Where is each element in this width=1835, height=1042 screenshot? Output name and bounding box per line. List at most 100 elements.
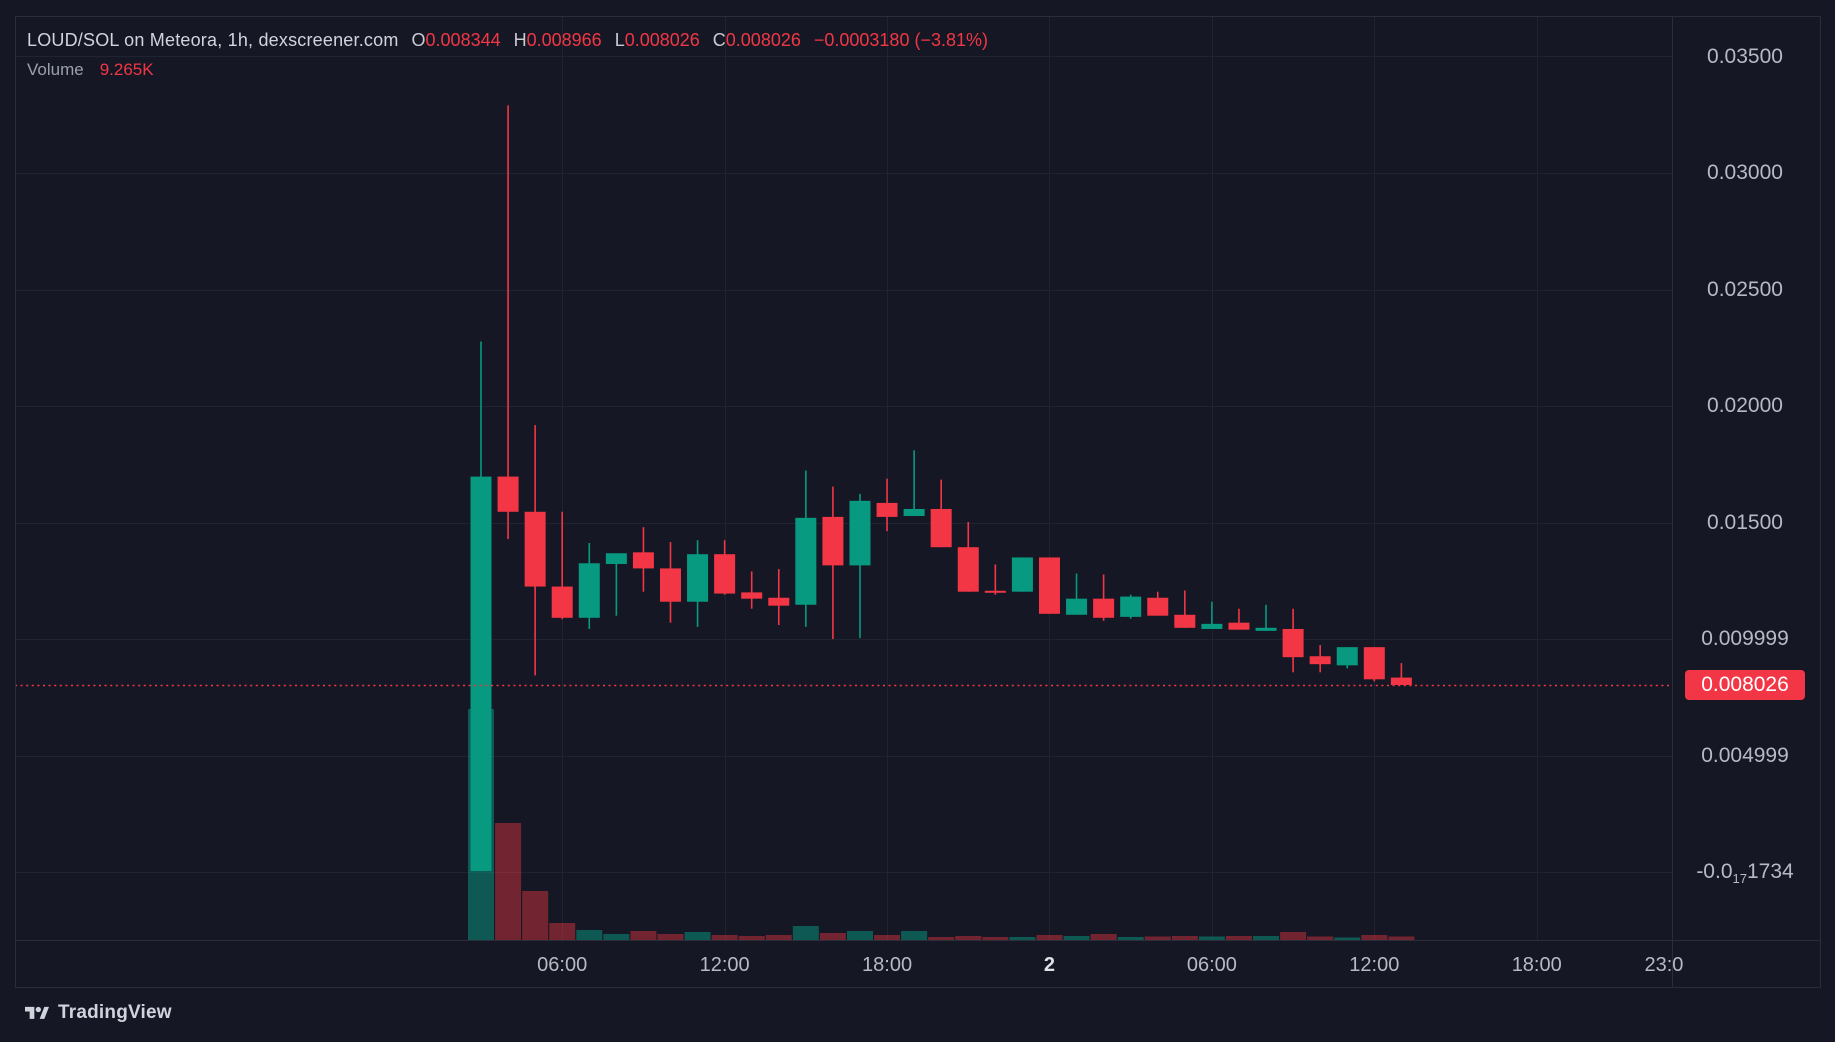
volume-bar	[1253, 936, 1280, 940]
volume-bar	[1334, 937, 1361, 940]
candle-body	[578, 563, 600, 618]
volume-bar	[1171, 936, 1198, 940]
candle-body	[1038, 557, 1060, 614]
candle-body	[795, 517, 817, 605]
volume-bar	[928, 937, 955, 940]
price-axis-label: 0.03000	[1707, 161, 1783, 184]
volume-bar	[711, 935, 738, 940]
volume-bar	[1063, 936, 1090, 940]
volume-bar	[603, 934, 630, 940]
volume-bar	[630, 931, 657, 940]
ohlc-low: L0.008026	[614, 30, 700, 50]
time-axis-label: 18:00	[862, 954, 913, 976]
price-axis-label: 0.02000	[1707, 394, 1783, 417]
ohlc-high: H0.008966	[513, 30, 602, 50]
volume-bar	[1090, 934, 1117, 940]
volume-bar	[1198, 936, 1225, 940]
candle-body	[1093, 598, 1115, 618]
volume-bar	[955, 936, 982, 940]
legend-volume-row: Volume 9.265K	[27, 60, 988, 80]
volume-bar	[1144, 936, 1171, 940]
volume-bar	[1225, 936, 1252, 940]
last-price-value: 0.008026	[1701, 672, 1789, 696]
volume-bar	[846, 931, 873, 940]
price-change: −0.0003180 (−3.81%)	[813, 30, 988, 50]
candle-body	[1309, 656, 1331, 665]
volume-bar	[576, 930, 603, 940]
candle-body	[1255, 627, 1277, 631]
volume-bar	[1307, 936, 1334, 940]
time-axis-label: 12:00	[699, 954, 750, 976]
price-axis-label: 0.009999	[1701, 627, 1789, 651]
candle-body	[768, 597, 790, 606]
volume-bar	[1009, 937, 1036, 940]
candle-body	[470, 476, 492, 872]
volume-bar	[522, 891, 549, 940]
volume-bar	[1117, 937, 1144, 940]
candle-body	[1282, 628, 1304, 658]
ohlc-open: O0.008344	[411, 30, 501, 50]
price-axis-label: -0.0171734	[1696, 860, 1794, 887]
time-axis-label: 2	[1043, 954, 1056, 976]
time-axis-label: 18:00	[1511, 954, 1562, 976]
candle-body	[1147, 597, 1169, 616]
candle-body	[1336, 647, 1358, 666]
candle-body	[605, 553, 627, 564]
candle-body	[714, 554, 736, 594]
volume-bar	[738, 936, 765, 940]
last-price-badge: 0.008026	[1685, 669, 1805, 700]
volume-bar	[549, 923, 576, 940]
price-axis-label: 0.01500	[1707, 510, 1783, 534]
candle-body	[1120, 596, 1142, 617]
volume-bar	[819, 933, 846, 940]
volume-label: Volume	[27, 60, 84, 79]
ohlc-close: C0.008026	[712, 30, 801, 50]
volume-bar	[684, 932, 711, 940]
candle-body	[1066, 598, 1088, 615]
volume-bar	[874, 935, 901, 940]
volume-bar	[657, 934, 684, 940]
time-axis-label: 12:00	[1349, 954, 1400, 976]
candle-body	[822, 516, 844, 566]
candle-body	[876, 502, 898, 517]
candle-body	[1201, 623, 1223, 629]
time-axis-label: 23:0	[1644, 954, 1684, 976]
candle-body	[1174, 614, 1196, 628]
price-axis-label: 0.004999	[1701, 743, 1789, 767]
time-axis-label: 06:00	[537, 954, 588, 976]
candle-body	[1011, 557, 1033, 592]
volume-bar	[1036, 935, 1063, 940]
candle-body	[659, 568, 681, 602]
legend-ohlc-row: LOUD/SOL on Meteora, 1h, dexscreener.com…	[27, 30, 988, 51]
volume-bar	[901, 931, 928, 940]
price-axis-label: 0.02500	[1707, 277, 1783, 301]
candle-body	[741, 592, 763, 599]
candle-body	[687, 554, 709, 602]
candle-body	[1228, 622, 1250, 630]
volume-bar	[982, 937, 1009, 940]
candle-body	[551, 586, 573, 618]
candle-body	[524, 511, 546, 587]
tradingview-wordmark: TradingView	[58, 1002, 172, 1023]
candle-body	[1363, 647, 1385, 680]
price-axis-label: 0.03500	[1707, 44, 1783, 68]
time-axis-label: 06:00	[1186, 954, 1237, 976]
tradingview-logo[interactable]: TradingView	[25, 1002, 172, 1024]
volume-bar	[1361, 935, 1388, 940]
candle-body	[849, 500, 871, 566]
candle-body	[903, 508, 925, 516]
symbol-title: LOUD/SOL on Meteora, 1h, dexscreener.com	[27, 30, 399, 50]
volume-bar	[792, 926, 819, 940]
candle-body	[930, 508, 952, 548]
candle-body	[957, 547, 979, 592]
candle-body	[1390, 677, 1412, 685]
candle-body	[984, 590, 1006, 593]
volume-bar	[1388, 936, 1415, 940]
candle-body	[632, 552, 654, 569]
candle-body	[497, 476, 519, 512]
volume-bar	[1280, 932, 1307, 940]
volume-bar	[765, 935, 792, 940]
